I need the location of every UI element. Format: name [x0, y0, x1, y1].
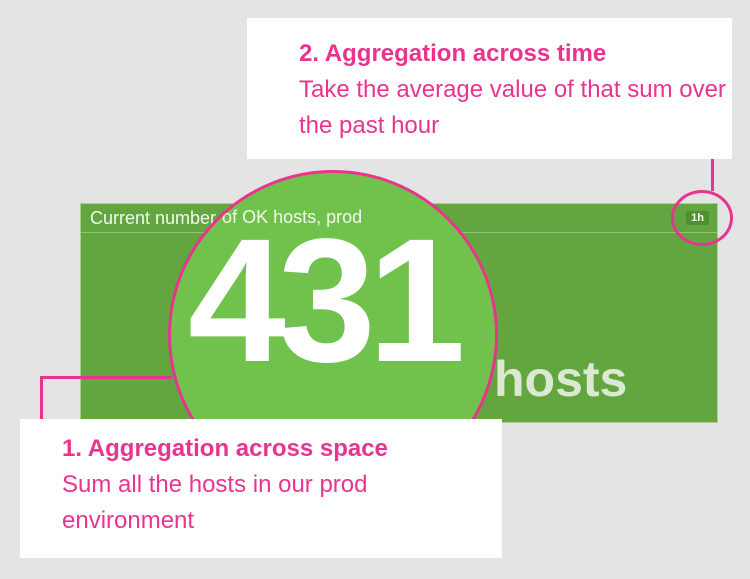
magnified-widget-title: Current number of OK hosts, prod — [168, 207, 363, 227]
callout-time-body: Take the average value of that sum over … — [299, 76, 726, 139]
widget-unit: hosts — [494, 351, 628, 407]
callout-aggregation-time: 2. Aggregation across time Take the aver… — [247, 18, 732, 159]
timeframe-highlight-circle — [671, 190, 733, 246]
connector-line-space-h — [40, 376, 172, 379]
connector-line-space-v — [40, 376, 43, 432]
callout-space-body: Sum all the hosts in our prod environmen… — [62, 471, 368, 534]
magnified-widget-value: 431 — [188, 203, 466, 399]
connector-line-time — [711, 136, 714, 191]
callout-space-heading: 1. Aggregation across space — [62, 435, 388, 462]
callout-aggregation-space: 1. Aggregation across space Sum all the … — [20, 419, 502, 558]
callout-time-heading: 2. Aggregation across time — [299, 40, 607, 67]
